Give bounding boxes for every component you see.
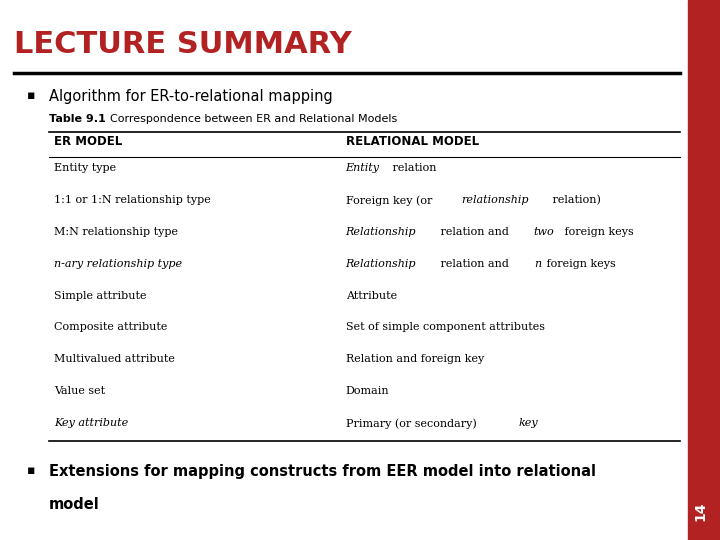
Text: Primary (or secondary): Primary (or secondary) <box>346 418 480 429</box>
Text: Correspondence between ER and Relational Models: Correspondence between ER and Relational… <box>103 114 397 125</box>
Text: Relationship: Relationship <box>346 227 416 237</box>
Bar <box>688 0 720 540</box>
Text: relationship: relationship <box>462 195 529 205</box>
Text: relation and: relation and <box>436 227 512 237</box>
Text: 1:1 or 1:N relationship type: 1:1 or 1:N relationship type <box>54 195 211 205</box>
Text: RELATIONAL MODEL: RELATIONAL MODEL <box>346 135 479 148</box>
Text: Multivalued attribute: Multivalued attribute <box>54 354 175 364</box>
Text: Relationship: Relationship <box>346 259 416 269</box>
Text: n: n <box>534 259 541 269</box>
Text: Composite attribute: Composite attribute <box>54 322 167 333</box>
Text: Value set: Value set <box>54 386 105 396</box>
Text: relation: relation <box>390 163 437 173</box>
Text: n-ary relationship type: n-ary relationship type <box>54 259 182 269</box>
Text: Relation and foreign key: Relation and foreign key <box>346 354 484 364</box>
Text: Attribute: Attribute <box>346 291 397 301</box>
Text: Domain: Domain <box>346 386 390 396</box>
Text: ER MODEL: ER MODEL <box>54 135 122 148</box>
Text: Key attribute: Key attribute <box>54 418 128 428</box>
Text: 14: 14 <box>693 502 707 521</box>
Text: key: key <box>519 418 539 428</box>
Text: ▪: ▪ <box>27 464 36 477</box>
Text: Entity: Entity <box>346 163 379 173</box>
Text: Simple attribute: Simple attribute <box>54 291 146 301</box>
Text: relation): relation) <box>549 195 600 205</box>
Text: model: model <box>49 497 99 512</box>
Text: two: two <box>534 227 554 237</box>
Text: Foreign key (or: Foreign key (or <box>346 195 436 206</box>
Text: foreign keys: foreign keys <box>561 227 634 237</box>
Text: LECTURE SUMMARY: LECTURE SUMMARY <box>14 30 352 59</box>
Text: ▪: ▪ <box>27 89 36 102</box>
Text: Set of simple component attributes: Set of simple component attributes <box>346 322 544 333</box>
Text: foreign keys: foreign keys <box>543 259 616 269</box>
Text: Algorithm for ER-to-relational mapping: Algorithm for ER-to-relational mapping <box>49 89 333 104</box>
Text: Extensions for mapping constructs from EER model into relational: Extensions for mapping constructs from E… <box>49 464 596 479</box>
Text: M:N relationship type: M:N relationship type <box>54 227 178 237</box>
Text: Entity type: Entity type <box>54 163 116 173</box>
Text: relation and: relation and <box>436 259 512 269</box>
Text: Table 9.1: Table 9.1 <box>49 114 106 125</box>
